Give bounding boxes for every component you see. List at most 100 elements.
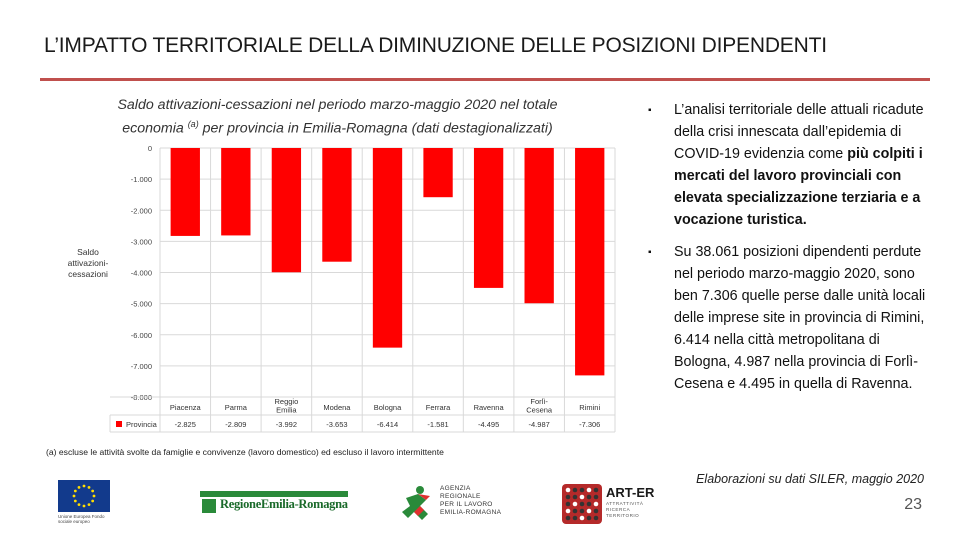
eu-flag-logo [58,480,110,512]
eu-star-icon [87,503,91,507]
arter-dot [593,501,599,507]
arter-dot [579,494,585,500]
bar-ferrara [423,148,453,198]
eu-star-icon [82,504,86,508]
bar-rimini [575,148,605,376]
arter-dot [565,515,571,521]
eu-star-icon [82,484,86,488]
arter-dot [572,487,578,493]
eu-star-icon [91,489,95,493]
arter-dot [565,508,571,514]
regione-logo-text: RegioneEmilia-Romagna [220,497,348,511]
bar-ravenna [473,148,504,288]
x-category-label: Rimini [579,403,600,412]
bar-modena [322,148,352,262]
y-tick-label: -5.000 [131,300,152,309]
agency-line: REGIONALE [440,493,481,500]
agency-logo-text: AGENZIA REGIONALE PER IL LAVORO EMILIA-R… [440,485,501,517]
y-tick-label: -2.000 [131,206,152,215]
arter-logo: ART-ER ATTRATTIVITÀ RICERCA TERRITORIO [562,484,660,524]
y-tick-label: -4.000 [131,269,152,278]
bar-bologna [372,148,403,348]
chart-caption-line2-pre: economia [122,120,188,137]
arter-dot [586,508,592,514]
agency-line: EMILIA-ROMAGNA [440,509,502,516]
data-table-value: -7.306 [579,420,600,429]
bullet-text: Su 38.061 posizioni dipendenti perdute n… [674,244,926,392]
arter-tag-line: TERRITORIO [606,513,640,518]
eu-star-icon [73,499,77,503]
bullet-text-bold: più colpiti i mercati del lavoro provinc… [674,145,923,228]
bar-forl-cesena [524,148,554,304]
y-tick-label: -7.000 [131,362,152,371]
arter-logo-name: ART-ER [606,485,655,500]
arter-dot [586,515,592,521]
arter-dot [565,487,571,493]
arter-dot [593,508,599,514]
page-number: 23 [904,496,922,513]
arter-dot [572,501,578,507]
agency-line: AGENZIA [440,485,471,492]
y-tick-label: -3.000 [131,237,152,246]
arter-dot [593,494,599,500]
x-category-label: Piacenza [170,403,202,412]
x-category-label: Forlì- [530,397,548,406]
bullet-square-icon: ▪ [648,247,652,259]
arter-dot [565,501,571,507]
x-category-label: Parma [225,403,248,412]
eu-stars-icon [72,484,96,508]
bar-chart: 0 -1.000 -2.000 -3.000 -4.000 -5.000 -6.000 -7.… [68,144,616,433]
arter-dot [593,487,599,493]
arter-dots-icon [562,484,602,524]
eu-star-icon [77,503,81,507]
bar-parma [221,148,251,236]
eu-star-icon [77,485,81,489]
bullet-list: ▪ L’analisi territoriale delle attuali ri… [648,100,933,407]
data-table-value: -3.992 [276,420,297,429]
regione-logo-bar [200,491,348,497]
eu-logo-text: Unione Europea Fondo sociale europeo [58,514,105,524]
arter-dot [579,515,585,521]
agency-logo: AGENZIA REGIONALE PER IL LAVORO EMILIA-R… [398,484,508,524]
y-tick-label: -1.000 [131,175,152,184]
arter-dot [572,508,578,514]
arter-dot [579,487,585,493]
x-category-label: Ravenna [474,403,505,412]
eu-star-icon [72,494,76,498]
data-table-value: -2.825 [175,420,196,429]
arter-dot [572,515,578,521]
data-table-value: -3.653 [326,420,347,429]
arter-dot [572,494,578,500]
regione-emblem-icon [202,499,216,513]
arter-dot [593,515,599,521]
y-axis-title: attivazioni- [68,258,109,268]
eu-star-icon [91,499,95,503]
bullet-item: ▪ L’analisi territoriale delle attuali ri… [648,100,933,231]
eu-star-icon [87,485,91,489]
agency-line: PER IL LAVORO [440,501,493,508]
x-category-label: Modena [323,403,351,412]
x-category-label: Ferrara [426,403,451,412]
arter-tag-line: RICERCA [606,507,631,512]
x-category-label: Reggio [274,397,298,406]
y-axis-title: cessazioni [68,269,108,279]
arter-dot [586,501,592,507]
bar-reggio-emilia [271,148,302,273]
arter-tag-line: ATTRATTIVITÀ [606,501,644,506]
data-table-value: -2.809 [225,420,246,429]
title-divider [40,78,930,81]
eu-star-icon [92,494,96,498]
data-table-value: -4.495 [478,420,499,429]
chart-caption: Saldo attivazioni-cessazioni nel periodo… [60,96,615,139]
agency-figure-icon [402,486,430,520]
arter-dot [579,508,585,514]
regione-logo: RegioneEmilia-Romagna [200,491,348,515]
arter-logo-tagline: ATTRATTIVITÀ RICERCA TERRITORIO [606,501,643,519]
x-category-label: Emilia [276,406,297,415]
data-table-value: -1.581 [427,420,448,429]
arter-dot [586,487,592,493]
arter-dot [586,494,592,500]
footnote: (a) escluse le attività svolte da famigl… [46,447,444,457]
legend-label: Provincia [126,420,158,429]
arter-dot [579,501,585,507]
